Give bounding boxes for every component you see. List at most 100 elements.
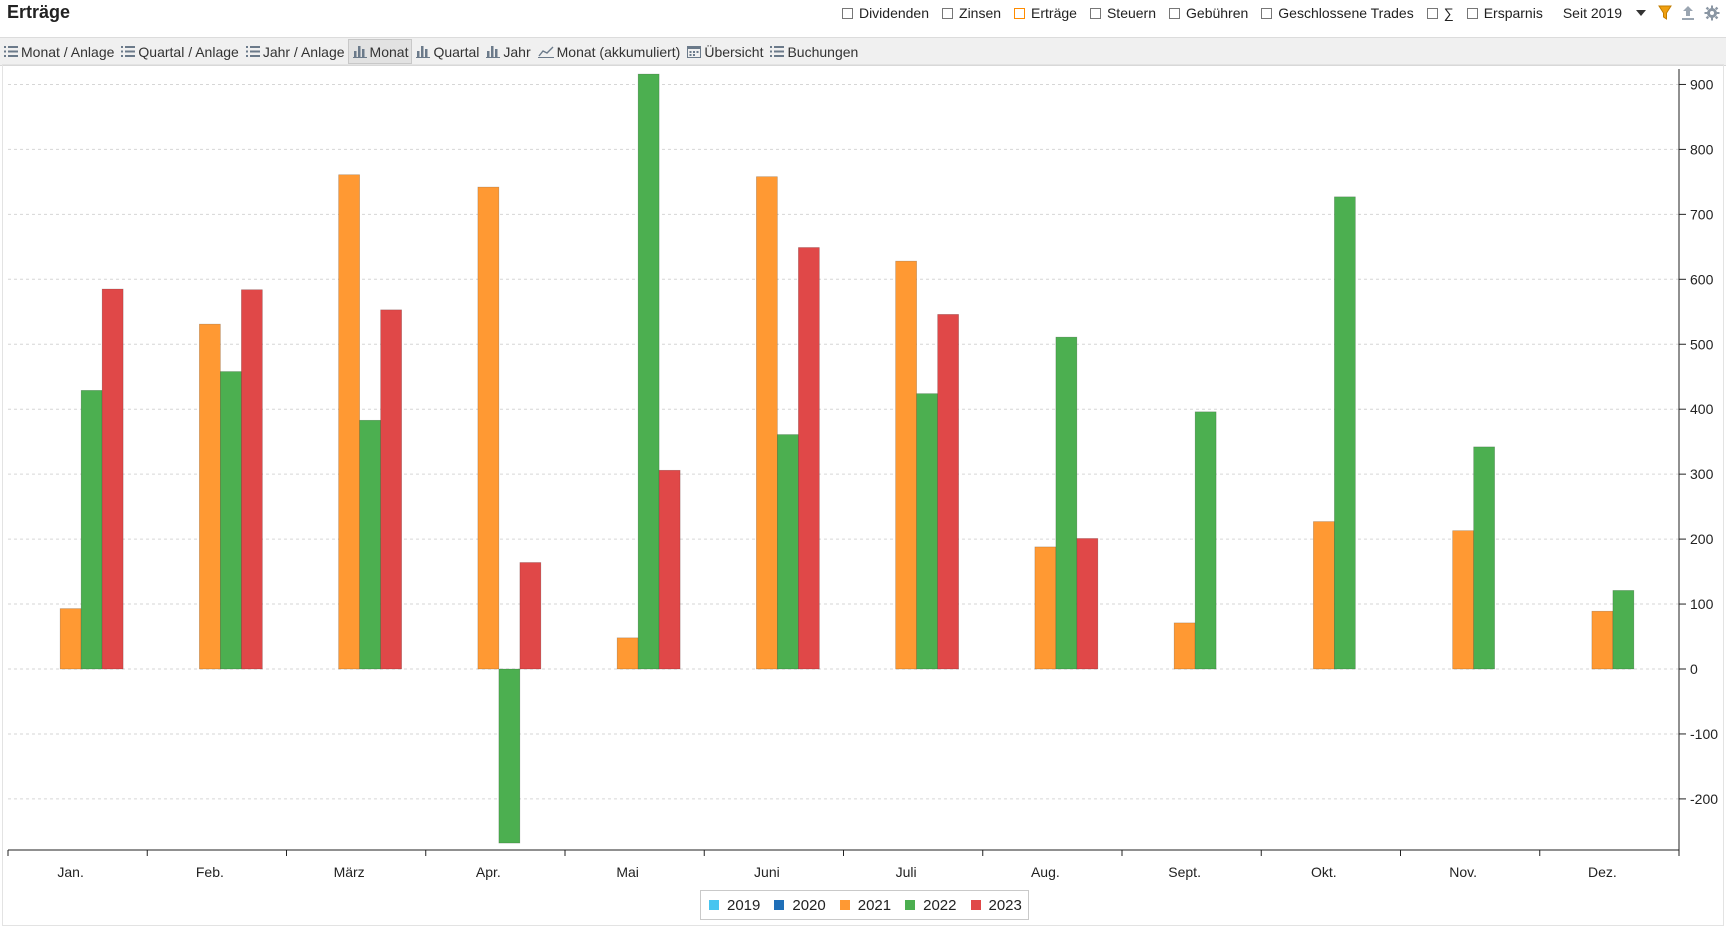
filter-ertraege[interactable]: Erträge — [1014, 5, 1077, 21]
filter-summe[interactable]: ∑ — [1426, 5, 1454, 21]
tab-monat-akkumuliert[interactable]: Monat (akkumuliert) — [534, 39, 684, 64]
filter-icon[interactable] — [1658, 5, 1672, 21]
bar-2021-8 — [1034, 546, 1057, 670]
filter-geschlossene-trades[interactable]: Geschlossene Trades — [1261, 5, 1414, 21]
y-tick-label: -100 — [1690, 726, 1718, 742]
checkbox[interactable] — [1466, 7, 1478, 19]
y-tick-label: -200 — [1690, 791, 1718, 807]
bar-2021-3 — [338, 174, 360, 670]
period-dropdown[interactable]: Seit 2019 — [1563, 5, 1646, 21]
tab-quartal-anlage[interactable]: Quartal / Anlage — [117, 39, 241, 64]
bar-2022-5 — [637, 73, 660, 670]
bar-2023-2 — [241, 289, 263, 670]
bar-2023-5 — [658, 469, 681, 670]
y-tick-label: 100 — [1690, 596, 1714, 612]
legend-item-2020[interactable]: 2020 — [774, 897, 826, 914]
period-label: Seit 2019 — [1562, 5, 1622, 21]
x-tick-label: Dez. — [1588, 864, 1617, 880]
legend-swatch-2022 — [905, 900, 916, 910]
view-tab-bar: Monat / Anlage Quartal / Anlage Jahr / A… — [0, 37, 1726, 66]
checkbox[interactable] — [1014, 7, 1026, 19]
legend-item-2023[interactable]: 2023 — [970, 897, 1022, 914]
chart-legend: 2019 2020 2021 2022 2023 — [700, 890, 1029, 920]
y-tick-label: 900 — [1690, 76, 1714, 92]
list-icon — [121, 45, 136, 58]
legend-swatch-2020 — [774, 900, 785, 910]
legend-item-2022[interactable]: 2022 — [905, 897, 957, 914]
tab-uebersicht[interactable]: Übersicht — [683, 39, 766, 64]
checkbox[interactable] — [1169, 7, 1181, 19]
y-tick-label: 200 — [1690, 531, 1714, 547]
x-tick-label: Sept. — [1168, 864, 1201, 880]
calendar-icon — [687, 45, 702, 58]
bar-chart-icon — [352, 45, 367, 58]
list-icon — [245, 45, 260, 58]
bar-2022-8 — [1055, 336, 1078, 670]
y-tick-label: 600 — [1690, 271, 1714, 287]
checkbox[interactable] — [942, 7, 954, 19]
bar-2023-8 — [1076, 538, 1099, 670]
y-tick-label: 300 — [1690, 466, 1714, 482]
tab-jahr[interactable]: Jahr — [482, 39, 533, 64]
filter-bar: Dividenden Zinsen Erträge Steuern Gebühr… — [829, 3, 1726, 23]
bar-2021-5 — [616, 637, 639, 670]
line-chart-icon — [537, 45, 554, 58]
legend-item-2021[interactable]: 2021 — [839, 897, 891, 914]
legend-swatch-2023 — [970, 900, 981, 910]
legend-swatch-2021 — [839, 900, 850, 910]
list-icon — [770, 45, 785, 58]
x-tick-label: Jan. — [57, 864, 83, 880]
x-tick-label: Mai — [616, 864, 639, 880]
x-tick-label: Apr. — [476, 864, 501, 880]
bar-2021-11 — [1452, 530, 1474, 670]
filter-ersparnis[interactable]: Ersparnis — [1466, 5, 1543, 21]
filter-steuern[interactable]: Steuern — [1089, 5, 1156, 21]
tab-monat[interactable]: Monat — [347, 39, 413, 64]
filter-dividenden[interactable]: Dividenden — [841, 5, 929, 21]
bar-2022-3 — [359, 419, 381, 670]
bar-chart-icon — [486, 45, 501, 58]
export-icon[interactable] — [1681, 5, 1695, 21]
bar-2023-3 — [380, 309, 402, 670]
legend-item-2019[interactable]: 2019 — [709, 897, 760, 914]
bar-2023-1 — [101, 288, 124, 670]
checkbox[interactable] — [1261, 7, 1273, 19]
bar-2023-7 — [937, 314, 959, 670]
tab-jahr-anlage[interactable]: Jahr / Anlage — [242, 39, 348, 64]
bar-2022-1 — [80, 390, 103, 670]
chart-area — [2, 64, 1724, 926]
bar-2022-4 — [498, 668, 521, 844]
checkbox[interactable] — [1089, 7, 1101, 19]
filter-gebuehren[interactable]: Gebühren — [1169, 5, 1248, 21]
bar-2022-2 — [220, 371, 242, 670]
bar-chart-icon — [416, 45, 431, 58]
y-tick-label: 0 — [1690, 661, 1698, 677]
x-tick-label: Juni — [754, 864, 780, 880]
bar-2021-1 — [59, 608, 82, 670]
bar-2022-9 — [1194, 411, 1217, 670]
bar-2022-11 — [1473, 446, 1495, 670]
checkbox[interactable] — [1426, 7, 1438, 19]
settings-gear-icon[interactable] — [1704, 5, 1720, 21]
bar-2023-4 — [519, 562, 542, 670]
bar-2023-6 — [798, 247, 820, 670]
bar-2022-7 — [916, 393, 938, 670]
tab-quartal[interactable]: Quartal — [412, 39, 482, 64]
y-tick-label: 800 — [1690, 141, 1714, 157]
bar-2021-6 — [756, 176, 778, 670]
checkbox[interactable] — [841, 7, 853, 19]
bar-2022-6 — [777, 434, 799, 670]
filter-zinsen[interactable]: Zinsen — [942, 5, 1001, 21]
bar-2021-10 — [1313, 521, 1335, 670]
bar-2021-12 — [1591, 610, 1614, 670]
bar-2022-10 — [1334, 196, 1356, 670]
y-tick-label: 400 — [1690, 401, 1714, 417]
tab-buchungen[interactable]: Buchungen — [766, 39, 861, 64]
bar-2022-12 — [1612, 590, 1635, 670]
bar-2021-2 — [199, 323, 221, 670]
y-tick-label: 700 — [1690, 206, 1714, 222]
bar-2021-7 — [895, 260, 917, 670]
tab-monat-anlage[interactable]: Monat / Anlage — [0, 39, 117, 64]
x-tick-label: Feb. — [196, 864, 224, 880]
